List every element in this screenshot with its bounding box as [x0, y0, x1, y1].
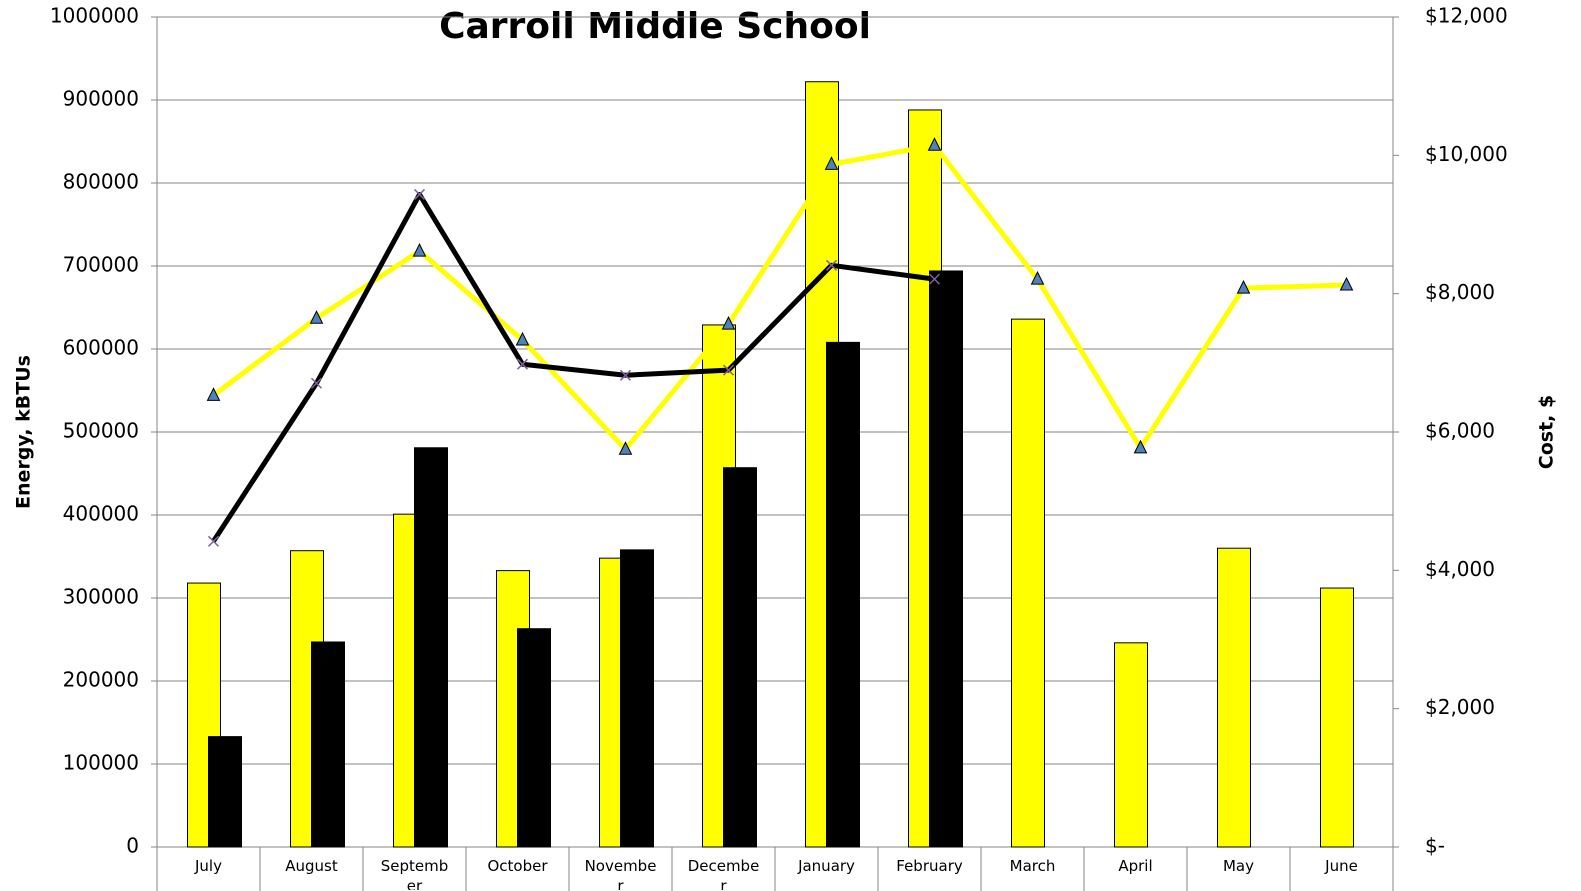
y-tick-label: 600000: [63, 336, 139, 360]
x-tick-label-box: September: [380, 857, 449, 890]
y-axis-title: Energy, kBTUs: [13, 355, 35, 509]
marker: [722, 364, 735, 376]
x-tick-label-box: November: [584, 857, 657, 890]
bar: [929, 270, 963, 848]
marker: [927, 137, 942, 151]
x-tick-label: April: [1118, 857, 1153, 875]
marker: [619, 369, 632, 381]
y2-tick-label: $2,000: [1425, 695, 1495, 719]
bar: [311, 641, 345, 848]
x-tick-label-box: March: [1009, 857, 1056, 875]
marker: [516, 358, 529, 370]
x-tick-label-box: February: [896, 857, 963, 875]
x-tick-label: June: [1325, 857, 1358, 875]
y2-tick-label: $12,000: [1425, 4, 1508, 28]
y-tick-label: 400000: [63, 502, 139, 526]
x-tick-label-box: December: [687, 857, 760, 890]
x-tick-label: August: [285, 857, 338, 875]
marker: [206, 387, 221, 401]
marker: [824, 156, 839, 170]
y-tick-label: 900000: [63, 87, 139, 111]
bar: [517, 628, 551, 848]
y-tick-label: 0: [126, 834, 139, 858]
y-tick-label: 200000: [63, 668, 139, 692]
marker: [310, 377, 323, 389]
y-tick-label: 800000: [63, 170, 139, 194]
marker: [1339, 276, 1354, 291]
x-tick-label-box: May: [1222, 857, 1254, 875]
x-tick-label: October: [487, 857, 548, 875]
y2-tick-label: $10,000: [1425, 142, 1508, 166]
marker: [413, 188, 426, 200]
x-tick-label: May: [1222, 857, 1254, 875]
bar: [1011, 318, 1045, 848]
y-tick-label: 500000: [63, 419, 139, 443]
bar: [1320, 587, 1354, 848]
marker: [207, 535, 220, 547]
marker: [721, 315, 736, 330]
bar: [414, 447, 448, 848]
bar: [208, 736, 242, 848]
marker: [309, 310, 324, 324]
y2-tick-label: $8,000: [1425, 280, 1495, 304]
x-tick-label-box: April: [1118, 857, 1153, 875]
marker: [1030, 271, 1045, 285]
y2-axis-title: Cost, $: [1536, 395, 1558, 469]
x-tick-label-box: August: [285, 857, 338, 875]
marker: [618, 441, 633, 455]
bar: [1114, 642, 1148, 848]
x-tick-label: March: [1009, 857, 1056, 875]
marker: [928, 273, 941, 285]
y2-tick-label: $-: [1425, 834, 1445, 858]
y-tick-label: 1000000: [50, 4, 139, 28]
x-tick-label-box: July: [195, 857, 222, 875]
line: [211, 191, 935, 543]
x-tick-label: November: [584, 857, 657, 890]
marker: [412, 243, 427, 257]
marker: [1133, 439, 1148, 454]
bar: [620, 549, 654, 848]
x-tick-label-box: October: [487, 857, 548, 875]
x-tick-label-box: January: [798, 857, 855, 875]
x-tick-label: January: [798, 857, 855, 875]
line: [212, 142, 1347, 452]
bar: [1217, 547, 1251, 848]
marker: [1236, 280, 1251, 294]
x-tick-label: February: [896, 857, 963, 875]
x-tick-label: July: [195, 857, 222, 875]
bar: [723, 467, 757, 848]
x-tick-label: December: [687, 857, 760, 890]
marker: [825, 259, 838, 271]
y-tick-label: 300000: [63, 585, 139, 609]
bar: [826, 341, 860, 848]
y-tick-label: 100000: [63, 751, 139, 775]
y-tick-label: 700000: [63, 253, 139, 277]
y2-tick-label: $6,000: [1425, 419, 1495, 443]
x-tick-label-box: June: [1325, 857, 1358, 875]
marker: [515, 331, 530, 346]
x-tick-label: September: [380, 857, 449, 890]
y2-tick-label: $4,000: [1425, 557, 1495, 581]
chart-title: Carroll Middle School: [439, 6, 871, 47]
